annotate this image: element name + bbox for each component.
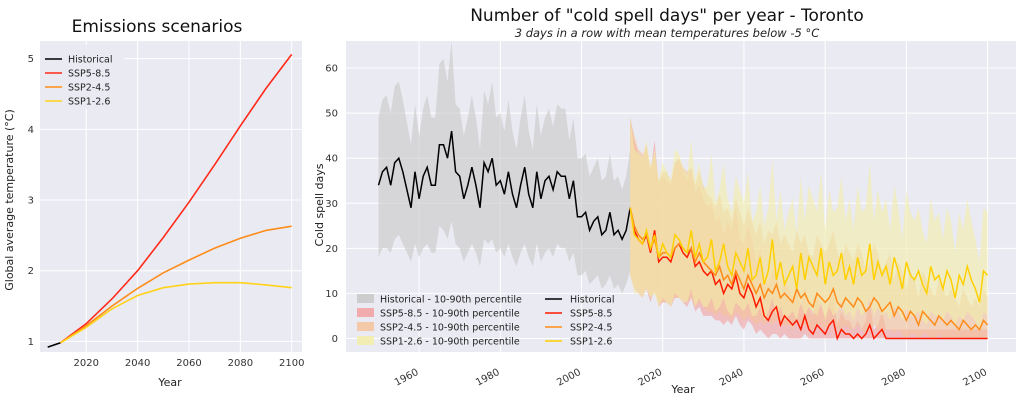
left-legend-label-ssp1-2-6: SSP1-2.6 — [68, 97, 110, 108]
left-y-tick-3: 3 — [28, 196, 34, 207]
right-x-tick-1980: 1980 — [474, 367, 502, 389]
right-series-ssp2-4-5 — [629, 207, 989, 331]
left-legend: Historical SSP5-8.5 SSP2-4.5 SSP1-2.6 — [40, 45, 124, 109]
left-legend-label-ssp2-4-5: SSP2-4.5 — [68, 83, 110, 94]
right-legend-band-label-3: SSP1-2.6 - 10-90th percentile — [380, 337, 520, 348]
right-legend: Historical - 10-90th percentile SSP5-8.5 … — [357, 294, 615, 348]
right-y-axis-label: Cold spell days — [313, 163, 326, 246]
right-legend-band-swatch-2 — [357, 322, 374, 331]
right-legend-line-label-3: SSP1-2.6 — [570, 337, 612, 348]
right-series-ssp5-8-5 — [629, 207, 988, 341]
right-x-tick-2100: 2100 — [961, 367, 989, 389]
left-y-tick-1: 1 — [28, 337, 34, 348]
left-y-tick-4: 4 — [28, 125, 34, 136]
right-legend-band-swatch-1 — [357, 308, 374, 317]
right-x-axis-label: Year — [670, 383, 695, 396]
right-legend-line-label-1: SSP5-8.5 — [570, 309, 612, 320]
right-legend-line-label-0: Historical — [570, 295, 615, 306]
right-legend-band-label-2: SSP2-4.5 - 10-90th percentile — [380, 323, 520, 334]
right-x-tick-2020: 2020 — [636, 367, 664, 389]
left-gridlines — [40, 41, 302, 352]
right-y-tick-20: 20 — [325, 244, 338, 255]
right-series-historical — [377, 130, 631, 242]
right-series-lines — [377, 130, 989, 341]
right-chart-title: Number of "cold spell days" per year - T… — [470, 6, 864, 26]
right-y-tick-50: 50 — [325, 109, 338, 120]
left-x-tick-2100: 2100 — [279, 358, 304, 369]
right-y-tick-30: 30 — [325, 199, 338, 210]
left-chart-title: Emissions scenarios — [72, 17, 243, 37]
left-x-tick-2020: 2020 — [74, 358, 99, 369]
left-x-tick-2060: 2060 — [176, 358, 201, 369]
left-legend-label-historical: Historical — [68, 55, 113, 66]
left-y-tick-2: 2 — [28, 266, 34, 277]
right-legend-line-label-2: SSP2-4.5 — [570, 323, 612, 334]
left-y-tick-labels: 1 2 3 4 5 — [28, 54, 34, 348]
left-series-historical — [47, 342, 61, 348]
right-band-historical — [378, 41, 631, 294]
right-band-ssp1-2-6 — [630, 117, 988, 330]
right-x-tick-1960: 1960 — [393, 367, 421, 389]
right-legend-band-swatch-3 — [357, 336, 374, 345]
right-legend-band-label-1: SSP5-8.5 - 10-90th percentile — [380, 309, 520, 320]
right-y-tick-40: 40 — [325, 154, 338, 165]
right-series-ssp1-2-6 — [629, 207, 989, 303]
right-percentile-bands — [378, 41, 988, 339]
left-x-tick-labels: 2020 2040 2060 2080 2100 — [74, 358, 305, 369]
right-legend-band-swatch-0 — [357, 294, 374, 303]
left-series-ssp5-8-5 — [60, 53, 293, 344]
left-legend-label-ssp5-8-5: SSP5-8.5 — [68, 69, 110, 80]
right-x-tick-2000: 2000 — [555, 367, 583, 389]
right-y-tick-0: 0 — [332, 334, 338, 345]
left-x-axis-label: Year — [157, 376, 182, 389]
left-y-axis-label: Global average temperature (°C) — [3, 109, 16, 291]
emissions-scenarios-panel: 2020 2040 2060 2080 2100 1 2 3 4 5 Emissions sce… — [3, 17, 304, 389]
left-series-ssp1-2-6 — [60, 281, 292, 344]
left-series-ssp2-4-5 — [60, 225, 292, 344]
right-x-tick-2060: 2060 — [799, 367, 827, 389]
right-chart-subtitle: 3 days in a row with mean temperatures b… — [515, 26, 820, 40]
left-x-tick-2040: 2040 — [125, 358, 150, 369]
left-y-tick-5: 5 — [28, 54, 34, 65]
right-y-tick-60: 60 — [325, 64, 338, 75]
right-y-tick-labels: 0 10 20 30 40 50 60 — [325, 64, 338, 345]
left-series-lines — [47, 53, 293, 348]
left-legend-box — [40, 45, 124, 109]
right-x-tick-2080: 2080 — [880, 367, 908, 389]
right-legend-band-label-0: Historical - 10-90th percentile — [380, 295, 522, 306]
left-x-tick-2080: 2080 — [228, 358, 253, 369]
right-y-tick-10: 10 — [325, 289, 338, 300]
right-x-tick-2040: 2040 — [718, 367, 746, 389]
cold-spell-days-panel: 1960 1980 2000 2020 2040 2060 2080 2100 0 10 20 30… — [313, 6, 1016, 396]
